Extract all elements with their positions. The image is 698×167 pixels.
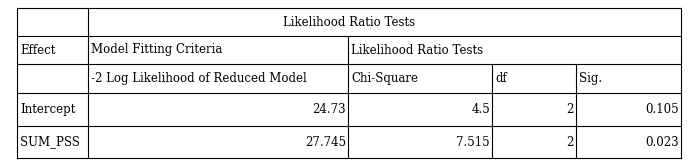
Text: 4.5: 4.5 <box>471 103 490 116</box>
Text: 2: 2 <box>567 135 574 148</box>
Text: 2: 2 <box>567 103 574 116</box>
Text: df: df <box>495 72 507 85</box>
Text: Likelihood Ratio Tests: Likelihood Ratio Tests <box>351 43 483 56</box>
Text: Sig.: Sig. <box>579 72 602 85</box>
Text: 0.023: 0.023 <box>646 135 679 148</box>
Text: Chi-Square: Chi-Square <box>351 72 418 85</box>
Text: 7.515: 7.515 <box>456 135 490 148</box>
Text: Model Fitting Criteria: Model Fitting Criteria <box>91 43 223 56</box>
Text: 24.73: 24.73 <box>313 103 346 116</box>
Text: Likelihood Ratio Tests: Likelihood Ratio Tests <box>283 16 415 29</box>
Text: SUM_PSS: SUM_PSS <box>20 135 80 148</box>
Text: 0.105: 0.105 <box>646 103 679 116</box>
Text: 27.745: 27.745 <box>305 135 346 148</box>
Text: -2 Log Likelihood of Reduced Model: -2 Log Likelihood of Reduced Model <box>91 72 306 85</box>
Text: Intercept: Intercept <box>20 103 75 116</box>
Text: Effect: Effect <box>20 43 55 56</box>
